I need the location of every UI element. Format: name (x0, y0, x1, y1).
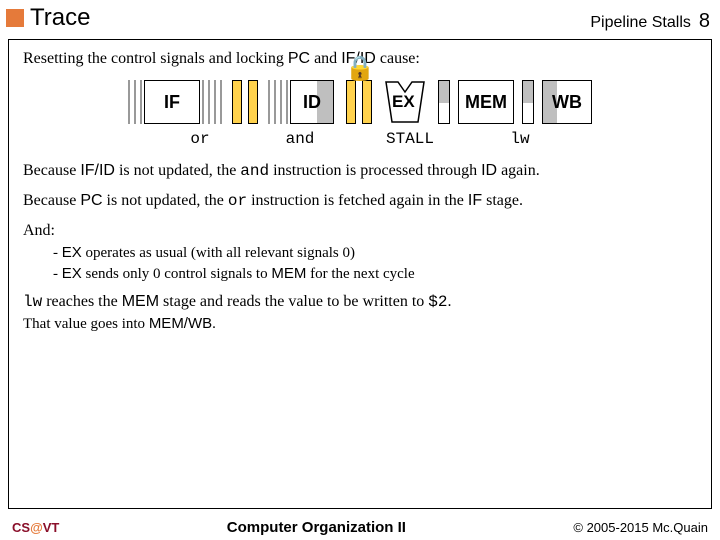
t: EX (62, 244, 82, 261)
footer-at: @ (30, 520, 43, 535)
t: or (228, 192, 247, 210)
slide-title: Trace (30, 4, 90, 32)
t: is not updated, the (103, 192, 228, 209)
footer-vt: VT (43, 520, 60, 535)
label-or: or (170, 130, 230, 148)
stage-labels-row: or and STALL lw (23, 130, 697, 148)
t: again. (497, 162, 540, 179)
page-number: 8 (699, 10, 710, 33)
t: is not updated, the (115, 162, 240, 179)
footer-right: © 2005-2015 Mc.Quain (573, 520, 708, 535)
t: MEM (122, 293, 159, 310)
t: Because (23, 192, 80, 209)
t: That value goes into (23, 316, 149, 332)
label-stall: STALL (370, 130, 450, 148)
ex-label: EX (392, 92, 415, 112)
para-1: Because IF/ID is not updated, the and in… (23, 162, 697, 180)
t: instruction is processed through (269, 162, 481, 179)
stage-if: IF (144, 80, 200, 124)
para-2: Because PC is not updated, the or instru… (23, 192, 697, 210)
footer-cs: CS (12, 520, 30, 535)
stage-ex: EX (384, 80, 426, 124)
bullet-list: - EX operates as usual (with all relevan… (53, 244, 697, 283)
t: IF/ID (80, 162, 115, 179)
t: for the next cycle (306, 266, 414, 282)
intro-pc: PC (288, 50, 310, 67)
t: Because (23, 162, 80, 179)
t: sends only 0 control signals to (82, 266, 272, 282)
slide-footer: CS@VT Computer Organization II © 2005-20… (0, 519, 720, 536)
reg-idex-right (362, 80, 372, 124)
and-heading: And: (23, 222, 697, 240)
title-right: Pipeline Stalls 8 (590, 10, 710, 33)
t: ID (481, 162, 497, 179)
t: . (212, 316, 216, 332)
t: IF (468, 192, 482, 209)
slide-subtitle: Pipeline Stalls (590, 14, 691, 32)
t: stage and reads the value to be written … (159, 293, 428, 310)
lock-icon: 🔒 (345, 54, 375, 83)
intro-mid: and (310, 50, 341, 67)
para-4: That value goes into MEM/WB. (23, 315, 697, 333)
slide-header: Trace Pipeline Stalls 8 (0, 0, 720, 35)
label-lw: lw (490, 130, 550, 148)
stage-id: ID (290, 80, 334, 124)
footer-left: CS@VT (12, 520, 59, 535)
reg-shade (523, 81, 533, 103)
t: and (240, 162, 269, 180)
t: lw (23, 293, 42, 311)
content-frame: Resetting the control signals and lockin… (8, 39, 712, 509)
hatch-left (128, 80, 142, 124)
label-and: and (270, 130, 330, 148)
t: - (53, 266, 62, 282)
pipeline-diagram: 🔒 IF ID EX MEM W (23, 80, 697, 124)
t: MEM/WB (149, 315, 212, 332)
reg-shade (439, 81, 449, 103)
intro-prefix: Resetting the control signals and lockin… (23, 50, 288, 67)
id-label: ID (303, 92, 321, 113)
reg-ifid-right (248, 80, 258, 124)
title-left: Trace (6, 4, 90, 32)
wb-label: WB (552, 92, 582, 113)
reg-idex-left (346, 80, 356, 124)
reg-exmem (438, 80, 450, 124)
accent-square-icon (6, 9, 24, 27)
stage-wb: WB (542, 80, 592, 124)
t: stage. (482, 192, 523, 209)
hatch-if-right (202, 80, 222, 124)
t: operates as usual (with all relevant sig… (82, 245, 355, 261)
reg-memwb (522, 80, 534, 124)
t: PC (80, 192, 102, 209)
t: MEM (271, 265, 306, 282)
bullet-1: - EX operates as usual (with all relevan… (53, 244, 697, 262)
t: $2 (428, 293, 447, 311)
stage-mem: MEM (458, 80, 514, 124)
t: reaches the (42, 293, 122, 310)
t: instruction is fetched again in the (247, 192, 468, 209)
t: . (448, 293, 452, 310)
t: EX (62, 265, 82, 282)
hatch-id-left (268, 80, 288, 124)
footer-center: Computer Organization II (227, 519, 406, 536)
bullet-2: - EX sends only 0 control signals to MEM… (53, 265, 697, 283)
t: - (53, 245, 62, 261)
reg-ifid-left (232, 80, 242, 124)
intro-suffix: cause: (376, 50, 420, 67)
para-3: lw reaches the MEM stage and reads the v… (23, 293, 697, 311)
